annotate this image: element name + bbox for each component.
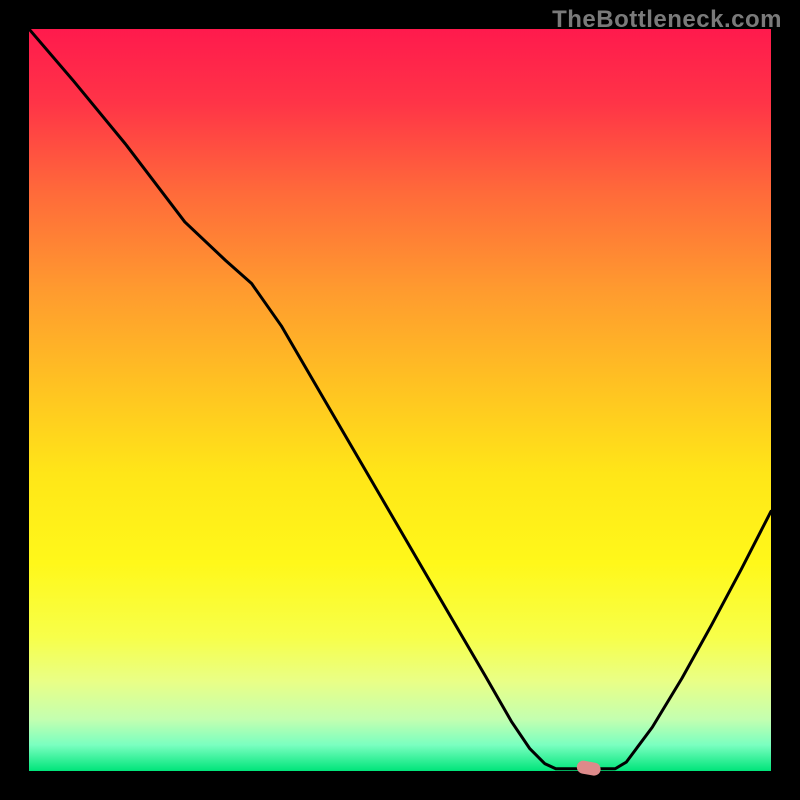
bottleneck-curve xyxy=(29,29,771,771)
chart-frame: TheBottleneck.com xyxy=(0,0,800,800)
plot-area xyxy=(29,29,771,771)
